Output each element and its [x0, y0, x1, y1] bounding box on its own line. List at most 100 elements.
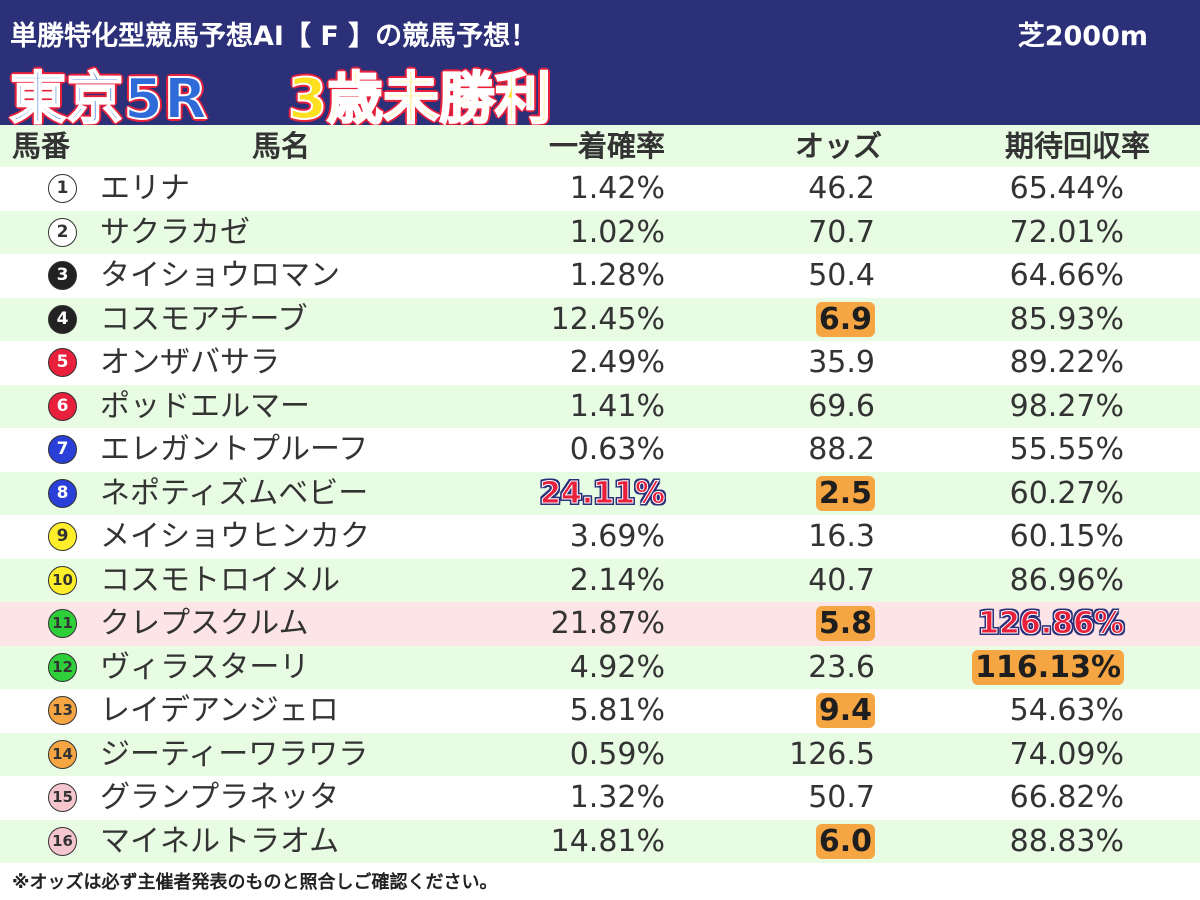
expected-return-value: 86.96%: [1009, 562, 1124, 598]
race-class: 3歳未勝利: [287, 66, 552, 133]
expected-return-value: 72.01%: [1009, 214, 1124, 250]
expected-return: 116.13%: [972, 646, 1124, 690]
horse-number-cell: 1: [12, 167, 92, 211]
win-probability: 1.02%: [570, 211, 665, 255]
horse-number-cell: 10: [12, 559, 92, 603]
horse-number-cell: 9: [12, 515, 92, 559]
expected-return: 126.86%: [978, 602, 1125, 646]
table-row: 12 ヴィラスターリ 4.92% 23.6 116.13%: [0, 645, 1200, 690]
table-row: 5 オンザバサラ 2.49% 35.9 89.22%: [0, 341, 1200, 385]
horse-number-badge: 7: [48, 435, 77, 464]
horse-number-cell: 5: [12, 341, 92, 385]
table-row: 14 ジーティーワラワラ 0.59% 126.5 74.09%: [0, 732, 1200, 777]
win-probability-value: 21.87%: [550, 606, 665, 641]
col-header-name: 馬名: [252, 129, 311, 163]
horse-number-badge: 5: [48, 348, 77, 377]
prediction-table: 馬番 馬名 一着確率 オッズ 期待回収率 1 エリナ 1.42% 46.2 65.44%…: [0, 125, 1200, 863]
odds: 50.7: [808, 776, 875, 820]
win-probability: 14.81%: [551, 820, 665, 864]
odds-value: 70.7: [808, 214, 875, 250]
odds: 50.4: [808, 254, 875, 298]
win-probability: 0.63%: [570, 428, 665, 472]
odds-value: 40.7: [808, 562, 875, 598]
horse-number-badge: 16: [48, 826, 77, 856]
horse-name: メイショウヒンカク: [100, 519, 370, 554]
win-probability-value: 5.81%: [569, 693, 665, 728]
horse-name: エレガントプルーフ: [100, 432, 369, 467]
win-probability-value: 2.49%: [569, 345, 665, 380]
horse-number-badge: 4: [48, 304, 77, 334]
table-row: 13 レイデアンジェロ 5.81% 9.4 54.63%: [0, 689, 1200, 733]
horse-number-cell: 13: [12, 689, 92, 733]
odds-value: 2.5: [815, 475, 875, 511]
horse-number-cell: 3: [12, 254, 92, 298]
odds: 88.2: [808, 428, 875, 472]
win-probability-value: 14.81%: [550, 823, 665, 859]
odds-value: 88.2: [808, 432, 875, 467]
win-probability: 1.41%: [570, 385, 665, 429]
table-row: 11 クレプスクルム 21.87% 5.8 126.86%: [0, 602, 1200, 646]
horse-name: コスモトロイメル: [100, 562, 340, 598]
win-probability-value: 0.63%: [569, 432, 665, 467]
horse-number-cell: 4: [12, 298, 92, 342]
win-probability-value: 0.59%: [569, 736, 665, 772]
odds: 70.7: [808, 211, 875, 255]
horse-number-badge: 8: [48, 478, 77, 508]
col-header-return: 期待回収率: [1004, 129, 1150, 163]
win-probability: 24.11%: [540, 472, 666, 516]
win-probability: 2.49%: [570, 341, 665, 385]
expected-return: 60.27%: [1010, 472, 1124, 516]
odds-value: 35.9: [808, 345, 875, 380]
horse-name: サクラカゼ: [100, 214, 250, 250]
horse-number-badge: 9: [48, 522, 77, 551]
win-probability: 4.92%: [570, 646, 665, 690]
expected-return-value: 55.55%: [1009, 432, 1124, 467]
table-row: 2 サクラカゼ 1.02% 70.7 72.01%: [0, 210, 1200, 255]
race-title: 東京5R: [9, 66, 209, 133]
win-probability: 3.69%: [570, 515, 665, 559]
horse-number-cell: 15: [12, 776, 92, 820]
table-row: 10 コスモトロイメル 2.14% 40.7 86.96%: [0, 558, 1200, 603]
page-subtitle: 単勝特化型競馬予想AI【 F 】の競馬予想！: [10, 21, 538, 52]
expected-return: 72.01%: [1010, 211, 1124, 255]
table-body: 1 エリナ 1.42% 46.2 65.44% 2 サクラカゼ 1.02% 70.7 72.01%…: [0, 167, 1200, 863]
expected-return-value: 60.15%: [1009, 519, 1124, 554]
expected-return-value: 126.86%: [978, 606, 1125, 642]
expected-return-value: 66.82%: [1009, 780, 1124, 815]
win-probability: 21.87%: [551, 602, 665, 646]
odds: 126.5: [789, 733, 875, 777]
expected-return-value: 88.83%: [1009, 823, 1124, 859]
horse-number-cell: 2: [12, 211, 92, 255]
expected-return-value: 98.27%: [1009, 388, 1124, 424]
horse-number-cell: 14: [12, 733, 92, 777]
horse-name: グランプラネッタ: [100, 780, 340, 815]
expected-return-value: 116.13%: [972, 649, 1124, 685]
odds: 9.4: [815, 689, 875, 733]
horse-name: ヴィラスターリ: [100, 649, 310, 685]
table-header: 馬番 馬名 一着確率 オッズ 期待回収率: [0, 125, 1200, 167]
win-probability: 0.59%: [570, 733, 665, 777]
horse-number-badge: 3: [48, 261, 77, 290]
horse-number-badge: 10: [48, 565, 77, 595]
table-row: 4 コスモアチーブ 12.45% 6.9 85.93%: [0, 297, 1200, 342]
table-row: 15 グランプラネッタ 1.32% 50.7 66.82%: [0, 776, 1200, 820]
win-probability: 1.28%: [570, 254, 665, 298]
col-header-no: 馬番: [12, 129, 71, 163]
expected-return-value: 65.44%: [1009, 171, 1124, 206]
odds: 35.9: [808, 341, 875, 385]
table-row: 3 タイショウロマン 1.28% 50.4 64.66%: [0, 254, 1200, 298]
expected-return: 89.22%: [1010, 341, 1124, 385]
odds-value: 6.0: [815, 823, 875, 859]
odds-value: 5.8: [815, 606, 875, 641]
odds-value: 23.6: [808, 649, 875, 685]
table-row: 7 エレガントプルーフ 0.63% 88.2 55.55%: [0, 428, 1200, 472]
odds: 23.6: [808, 646, 875, 690]
expected-return: 55.55%: [1010, 428, 1124, 472]
expected-return-value: 60.27%: [1009, 475, 1124, 511]
win-probability: 2.14%: [570, 559, 665, 603]
track-surface-distance: 芝2000m: [1017, 21, 1148, 52]
expected-return-value: 74.09%: [1009, 736, 1124, 772]
win-probability: 12.45%: [551, 298, 665, 342]
expected-return: 64.66%: [1010, 254, 1124, 298]
horse-number-cell: 6: [12, 385, 92, 429]
